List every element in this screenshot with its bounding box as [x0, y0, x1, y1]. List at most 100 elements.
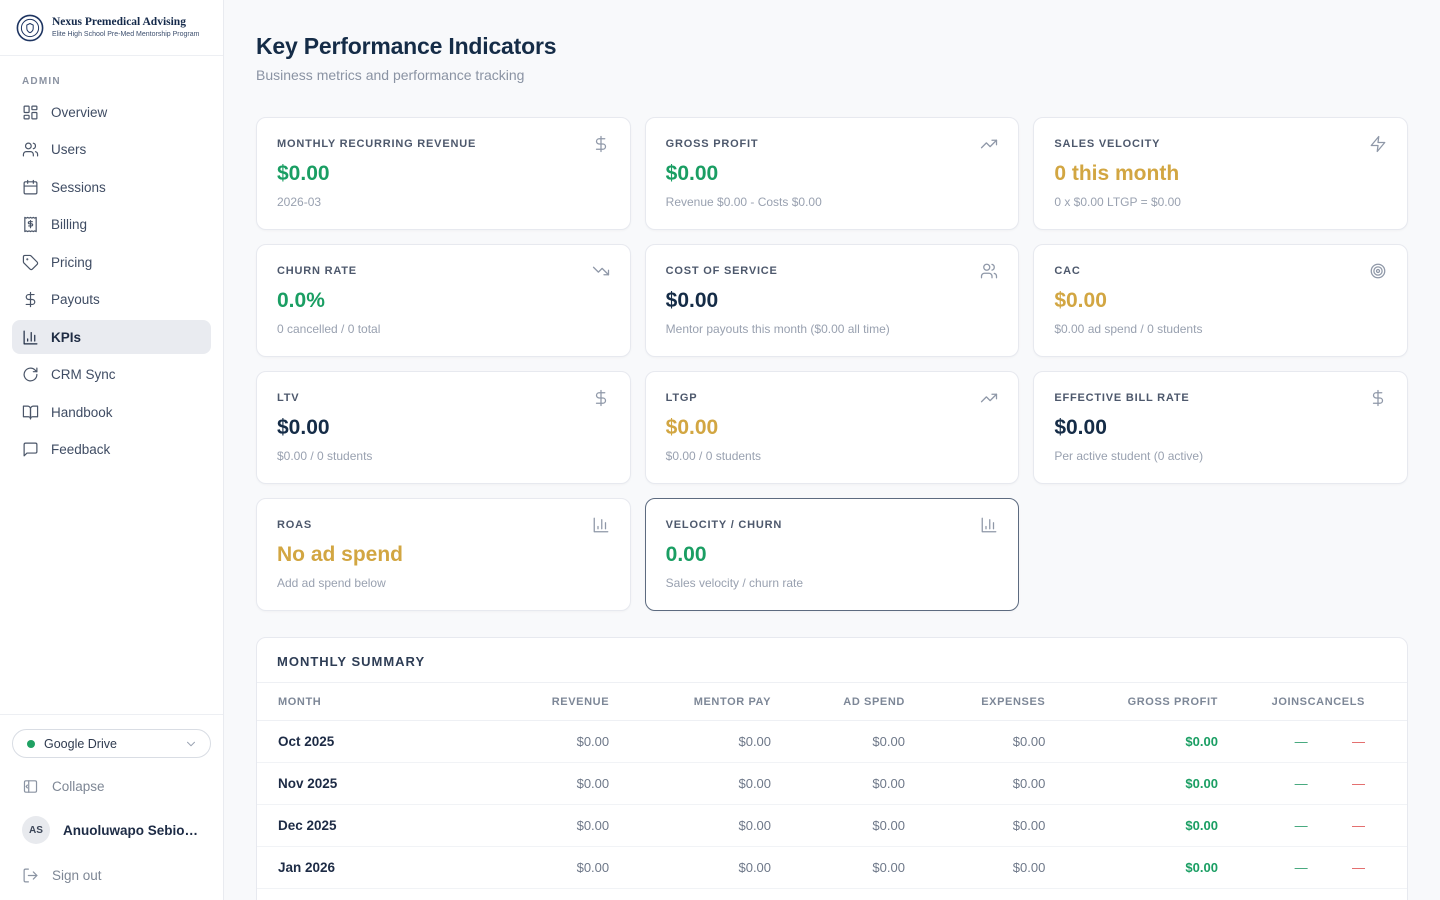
- signout-button[interactable]: Sign out: [12, 867, 211, 884]
- sidebar-item-label: Sessions: [51, 179, 106, 195]
- kpi-value: $0.00: [1054, 416, 1107, 439]
- main-content: Key Performance Indicators Business metr…: [224, 0, 1440, 900]
- kpi-subtitle: $0.00 / 0 students: [277, 449, 373, 463]
- kpi-value: $0.00: [277, 416, 330, 439]
- collapse-button[interactable]: Collapse: [12, 778, 211, 795]
- bar-chart-icon: [592, 516, 610, 534]
- panel-collapse-icon: [22, 778, 39, 795]
- tag-icon: [22, 254, 39, 271]
- sidebar-item-billing[interactable]: Billing: [12, 208, 211, 242]
- sidebar-item-label: Handbook: [51, 404, 113, 420]
- summary-table-body: Oct 2025 $0.00 $0.00 $0.00 $0.00 $0.00— — Nov 2…: [257, 720, 1407, 900]
- cell-expenses: $0.00: [904, 804, 1046, 847]
- cell-joins: —: [1217, 762, 1308, 805]
- bar-chart-icon: [980, 516, 998, 534]
- refresh-icon: [22, 366, 39, 383]
- sidebar-item-crm-sync[interactable]: CRM Sync: [12, 358, 211, 392]
- cell-gross-profit: $0.00: [1045, 720, 1218, 763]
- cell-expenses: $0.00: [904, 846, 1046, 889]
- cell-cancels: —: [1307, 888, 1407, 900]
- cell-revenue: $0.00: [446, 846, 610, 889]
- cell-cancels: —: [1307, 762, 1407, 805]
- cell-mentor-pay: $0.00: [609, 846, 772, 889]
- column-header-revenue: REVENUE: [446, 683, 610, 721]
- sidebar-item-label: Payouts: [51, 292, 100, 307]
- user-name: Anuoluwapo Sebio…: [63, 822, 198, 838]
- kpi-subtitle: 0 x $0.00 LTGP = $0.00: [1054, 195, 1181, 209]
- kpi-card-ltgp: LTGP $0.00 $0.00 / 0 students: [644, 371, 1020, 484]
- table-row: Oct 2025 $0.00 $0.00 $0.00 $0.00 $0.00— —: [257, 720, 1407, 763]
- kpi-card-effective-bill-rate: EFFECTIVE BILL RATE $0.00 Per active stu…: [1033, 371, 1408, 484]
- sidebar-item-sessions[interactable]: Sessions: [12, 170, 211, 204]
- sidebar-footer: Google Drive Collapse AS Anuoluwapo Sebi…: [0, 714, 223, 900]
- receipt-icon: [22, 216, 39, 233]
- kpi-label: LTV: [277, 392, 300, 404]
- sidebar-item-users[interactable]: Users: [12, 133, 211, 167]
- sidebar-item-pricing[interactable]: Pricing: [12, 245, 211, 279]
- cell-ad-spend: $0.00: [771, 762, 905, 805]
- cell-mentor-pay: $0.00: [609, 888, 772, 900]
- cell-revenue: $0.00: [446, 762, 610, 805]
- kpi-label: ROAS: [277, 519, 312, 531]
- cell-gross-profit: $0.00: [1045, 762, 1218, 805]
- sidebar-item-kpis[interactable]: KPIs: [12, 320, 211, 354]
- cell-mentor-pay: $0.00: [609, 720, 772, 763]
- kpi-card-roas: ROAS No ad spend Add ad spend below: [256, 498, 631, 611]
- sidebar-item-payouts[interactable]: Payouts: [12, 283, 211, 317]
- sidebar-item-handbook[interactable]: Handbook: [12, 395, 211, 429]
- kpi-value: $0.00: [665, 416, 719, 439]
- monthly-summary-card: MONTHLY SUMMARY MONTH REVENUE MENTOR PAY…: [256, 637, 1408, 900]
- cell-revenue: $0.00: [446, 720, 610, 763]
- users-icon: [22, 141, 39, 158]
- cell-month: Feb 2026: [257, 888, 447, 900]
- cell-joins: —: [1217, 804, 1308, 847]
- kpi-label: VELOCITY / CHURN: [665, 519, 783, 531]
- kpi-label: LTGP: [665, 392, 698, 404]
- cell-joins: —: [1217, 720, 1308, 763]
- sidebar-nav: Overview Users Sessions Billing Pricing …: [0, 95, 223, 470]
- cell-cancels: —: [1307, 846, 1407, 889]
- sidebar-item-label: CRM Sync: [51, 367, 116, 382]
- kpi-label: GROSS PROFIT: [665, 138, 759, 150]
- cell-expenses: $0.00: [904, 888, 1046, 900]
- kpi-label: SALES VELOCITY: [1054, 138, 1161, 150]
- calendar-icon: [22, 179, 39, 196]
- dollar-icon: [592, 389, 610, 407]
- dashboard-icon: [22, 104, 39, 121]
- message-icon: [22, 441, 39, 458]
- kpi-value: 0 this month: [1054, 162, 1180, 185]
- summary-title: MONTHLY SUMMARY: [257, 638, 1407, 683]
- trending-up-icon: [980, 389, 998, 407]
- kpi-subtitle: $0.00 ad spend / 0 students: [1054, 322, 1203, 336]
- trending-up-icon: [980, 135, 998, 153]
- cell-month: Dec 2025: [257, 804, 447, 847]
- kpi-card-churn-rate: CHURN RATE 0.0% 0 cancelled / 0 total: [256, 244, 631, 357]
- dollar-icon: [1369, 389, 1387, 407]
- cell-ad-spend: $0.00: [771, 720, 905, 763]
- sidebar-item-overview[interactable]: Overview: [12, 95, 211, 129]
- kpi-label: CHURN RATE: [277, 265, 357, 277]
- kpi-subtitle: Revenue $0.00 - Costs $0.00: [665, 195, 822, 209]
- trending-down-icon: [592, 262, 610, 280]
- cell-revenue: $0.00: [446, 888, 610, 900]
- brand-seal-logo: [16, 14, 44, 42]
- kpi-value: 0.00: [665, 543, 707, 566]
- logout-icon: [22, 867, 39, 884]
- cell-mentor-pay: $0.00: [609, 804, 772, 847]
- kpi-subtitle: 0 cancelled / 0 total: [277, 322, 381, 336]
- bar-chart-icon: [22, 329, 39, 346]
- users-icon: [980, 262, 998, 280]
- kpi-label: MONTHLY RECURRING REVENUE: [277, 138, 477, 150]
- collapse-label: Collapse: [52, 779, 105, 794]
- kpi-subtitle: 2026-03: [277, 195, 322, 209]
- cell-month: Jan 2026: [257, 846, 447, 889]
- sidebar: Nexus Premedical Advising Elite High Sch…: [0, 0, 224, 900]
- user-account[interactable]: AS Anuoluwapo Sebio…: [12, 816, 211, 844]
- sidebar-item-label: Users: [51, 142, 87, 157]
- kpi-card-sales-velocity: SALES VELOCITY 0 this month 0 x $0.00 LT…: [1033, 117, 1408, 230]
- target-icon: [1369, 262, 1387, 280]
- google-drive-selector[interactable]: Google Drive: [12, 729, 211, 758]
- sidebar-item-feedback[interactable]: Feedback: [12, 433, 211, 467]
- dollar-icon: [592, 135, 610, 153]
- brand: Nexus Premedical Advising Elite High Sch…: [0, 0, 223, 56]
